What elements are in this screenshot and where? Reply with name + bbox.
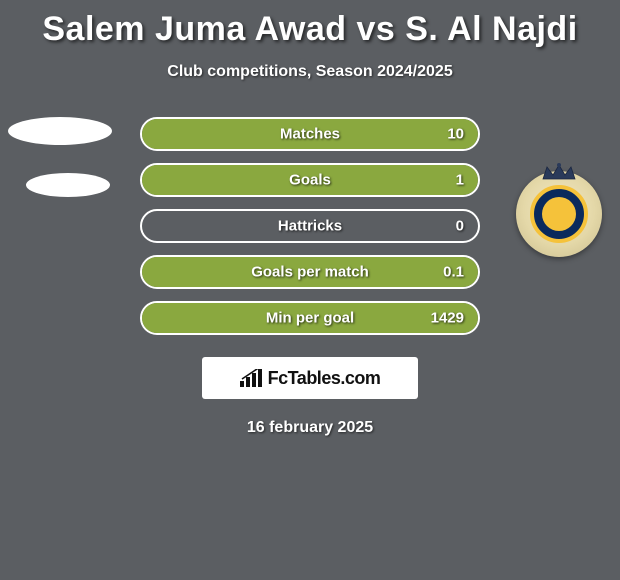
bar-label: Goals — [289, 172, 331, 189]
stat-bar-goals: Goals 1 — [140, 163, 480, 197]
crest-inner — [530, 185, 588, 243]
page-title: Salem Juma Awad vs S. Al Najdi — [0, 0, 620, 49]
stats-area: Matches 10 Goals 1 Hattricks 0 Goals per… — [0, 117, 620, 347]
bar-right-value: 10 — [447, 126, 464, 143]
decorative-blob — [26, 173, 110, 197]
stat-bar-min-per-goal: Min per goal 1429 — [140, 301, 480, 335]
bar-right-value: 1 — [456, 172, 464, 189]
crest-outer — [516, 171, 602, 257]
crown-icon — [541, 163, 577, 181]
crest-center — [542, 197, 576, 231]
stat-bar-hattricks: Hattricks 0 — [140, 209, 480, 243]
bar-chart-icon — [240, 369, 262, 387]
decorative-blob — [8, 117, 112, 145]
page-subtitle: Club competitions, Season 2024/2025 — [0, 63, 620, 81]
bar-right-value: 1429 — [431, 310, 464, 327]
bar-label: Hattricks — [278, 218, 342, 235]
watermark-text: FcTables.com — [268, 368, 381, 389]
club-crest — [516, 171, 602, 257]
bar-label: Min per goal — [266, 310, 354, 327]
bar-right-value: 0 — [456, 218, 464, 235]
watermark: FcTables.com — [202, 357, 418, 399]
stat-bars: Matches 10 Goals 1 Hattricks 0 Goals per… — [140, 117, 480, 335]
stat-bar-matches: Matches 10 — [140, 117, 480, 151]
bar-right-value: 0.1 — [443, 264, 464, 281]
date-line: 16 february 2025 — [0, 419, 620, 437]
bar-label: Matches — [280, 126, 340, 143]
stat-bar-goals-per-match: Goals per match 0.1 — [140, 255, 480, 289]
left-decorative-blobs — [8, 117, 112, 197]
bar-label: Goals per match — [251, 264, 369, 281]
